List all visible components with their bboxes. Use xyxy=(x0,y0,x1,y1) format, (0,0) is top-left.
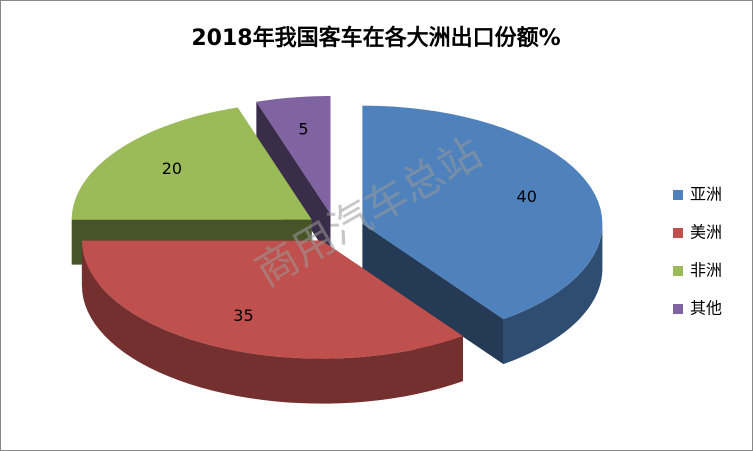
slice-side xyxy=(362,223,504,365)
legend-swatch xyxy=(673,190,683,200)
legend-label: 美洲 xyxy=(690,223,722,242)
data-label: 5 xyxy=(298,120,308,139)
legend-label: 亚洲 xyxy=(690,185,722,204)
slice xyxy=(81,240,463,359)
slice xyxy=(71,107,312,220)
data-label: 40 xyxy=(517,187,537,206)
legend-swatch xyxy=(673,266,683,276)
slice xyxy=(362,105,603,320)
legend-swatch xyxy=(673,228,683,238)
slice xyxy=(256,96,331,215)
legend-label: 其他 xyxy=(690,299,722,318)
legend-swatch xyxy=(673,304,683,314)
slice-side xyxy=(256,101,331,260)
slice-side xyxy=(503,223,603,365)
slice-side xyxy=(81,240,463,404)
data-label: 20 xyxy=(162,159,182,178)
chart-title: 2018年我国客车在各大洲出口份额% xyxy=(191,25,560,51)
legend-label: 非洲 xyxy=(690,261,722,280)
data-label: 35 xyxy=(233,306,253,325)
pie xyxy=(71,96,603,404)
